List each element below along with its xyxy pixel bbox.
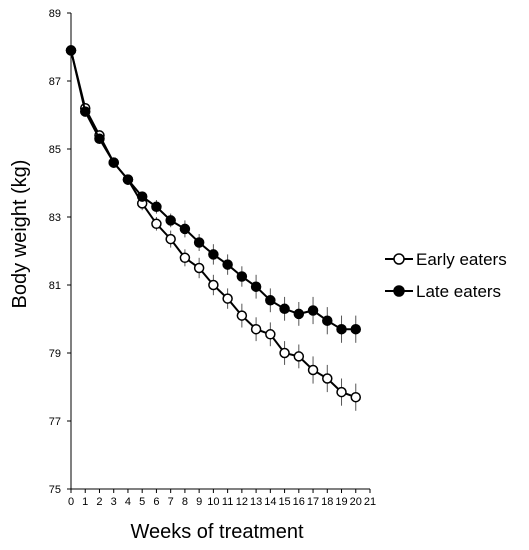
y-tick-label: 85: [49, 144, 61, 156]
legend-label: Early eaters: [416, 250, 507, 269]
x-tick-label: 5: [139, 496, 145, 508]
late-eaters-point: [165, 215, 176, 226]
y-tick-label: 87: [49, 76, 61, 88]
late-eaters-point: [293, 308, 305, 320]
x-axis-ticks: 0 1 2 3 4 5 6 7 8 9 10 11 12 13 14 15 16 17 18 19 20 21: [68, 489, 376, 508]
legend: Early eaters Late eaters: [385, 250, 507, 301]
series-early-eaters: [65, 45, 362, 411]
y-tick-label: 75: [49, 484, 61, 496]
y-tick-label: 81: [49, 280, 61, 292]
series-late-eaters: [65, 45, 362, 343]
late-eaters-point: [236, 271, 248, 282]
late-eaters-point: [307, 305, 319, 316]
x-tick-label: 4: [125, 496, 131, 508]
early-eaters-point: [222, 293, 233, 304]
x-tick-label: 16: [293, 496, 305, 508]
x-tick-label: 8: [182, 496, 188, 508]
y-axis-title: Body weight (kg): [9, 160, 31, 309]
x-axis-title: Weeks of treatment: [130, 521, 303, 543]
y-axis-ticks: 75 77 79 81 83 85 87 89: [49, 8, 71, 496]
x-tick-label: 18: [321, 496, 333, 508]
x-tick-label: 9: [196, 496, 202, 508]
late-eaters-point: [208, 249, 219, 260]
x-tick-label: 20: [350, 496, 362, 508]
late-eaters-point: [336, 323, 347, 335]
x-tick-label: 7: [168, 496, 174, 508]
early-eaters-point: [179, 252, 191, 264]
x-tick-label: 12: [236, 496, 248, 508]
early-eaters-point: [307, 364, 319, 376]
late-eaters-point: [136, 191, 148, 202]
axes: [70, 13, 370, 490]
legend-label: Late eaters: [416, 282, 501, 301]
x-tick-label: 3: [111, 496, 117, 508]
late-eaters-point: [193, 237, 205, 248]
late-eaters-point: [108, 157, 119, 168]
y-tick-label: 89: [49, 8, 61, 20]
early-eaters-point: [322, 373, 333, 384]
early-eaters-point: [250, 323, 262, 335]
late-eaters-point: [79, 106, 91, 117]
early-eaters-point: [208, 279, 219, 291]
x-tick-label: 10: [207, 496, 219, 508]
x-tick-label: 15: [278, 496, 290, 508]
x-tick-label: 14: [264, 496, 276, 508]
x-tick-label: 11: [222, 496, 233, 508]
x-tick-label: 1: [82, 496, 88, 508]
early-eaters-point: [279, 347, 290, 359]
y-tick-label: 79: [49, 348, 61, 360]
early-eaters-point: [165, 233, 176, 245]
late-eaters-point: [179, 223, 191, 235]
legend-entry-late-eaters: Late eaters: [385, 282, 501, 301]
early-eaters-point: [265, 329, 276, 340]
x-tick-label: 0: [68, 496, 74, 508]
y-tick-label: 83: [49, 212, 61, 224]
late-eaters-point: [151, 201, 162, 213]
x-tick-label: 19: [335, 496, 347, 508]
late-eaters-point: [94, 133, 105, 145]
y-tick-label: 77: [49, 416, 61, 428]
early-eaters-point: [236, 310, 248, 321]
x-tick-label: 17: [307, 496, 319, 508]
late-eaters-point: [322, 315, 333, 326]
early-eaters-point: [350, 391, 362, 403]
x-tick-label: 13: [250, 496, 262, 508]
late-eaters-point: [350, 323, 362, 335]
early-eaters-point: [336, 386, 347, 398]
legend-entry-early-eaters: Early eaters: [385, 250, 507, 269]
x-tick-label: 6: [153, 496, 159, 508]
early-eaters-point: [293, 351, 305, 362]
late-eaters-point: [122, 174, 134, 185]
late-eaters-point: [279, 303, 290, 315]
late-eaters-point: [222, 259, 233, 270]
late-eaters-point: [265, 295, 276, 306]
legend-marker: [393, 285, 405, 297]
x-tick-label: 21: [364, 496, 376, 508]
early-eaters-point: [193, 262, 205, 274]
early-eaters-line: [70, 50, 357, 399]
legend-marker: [393, 253, 405, 265]
late-eaters-point: [250, 281, 262, 292]
x-tick-label: 2: [96, 496, 102, 508]
early-eaters-point: [151, 218, 162, 230]
series-layer: [65, 45, 362, 411]
